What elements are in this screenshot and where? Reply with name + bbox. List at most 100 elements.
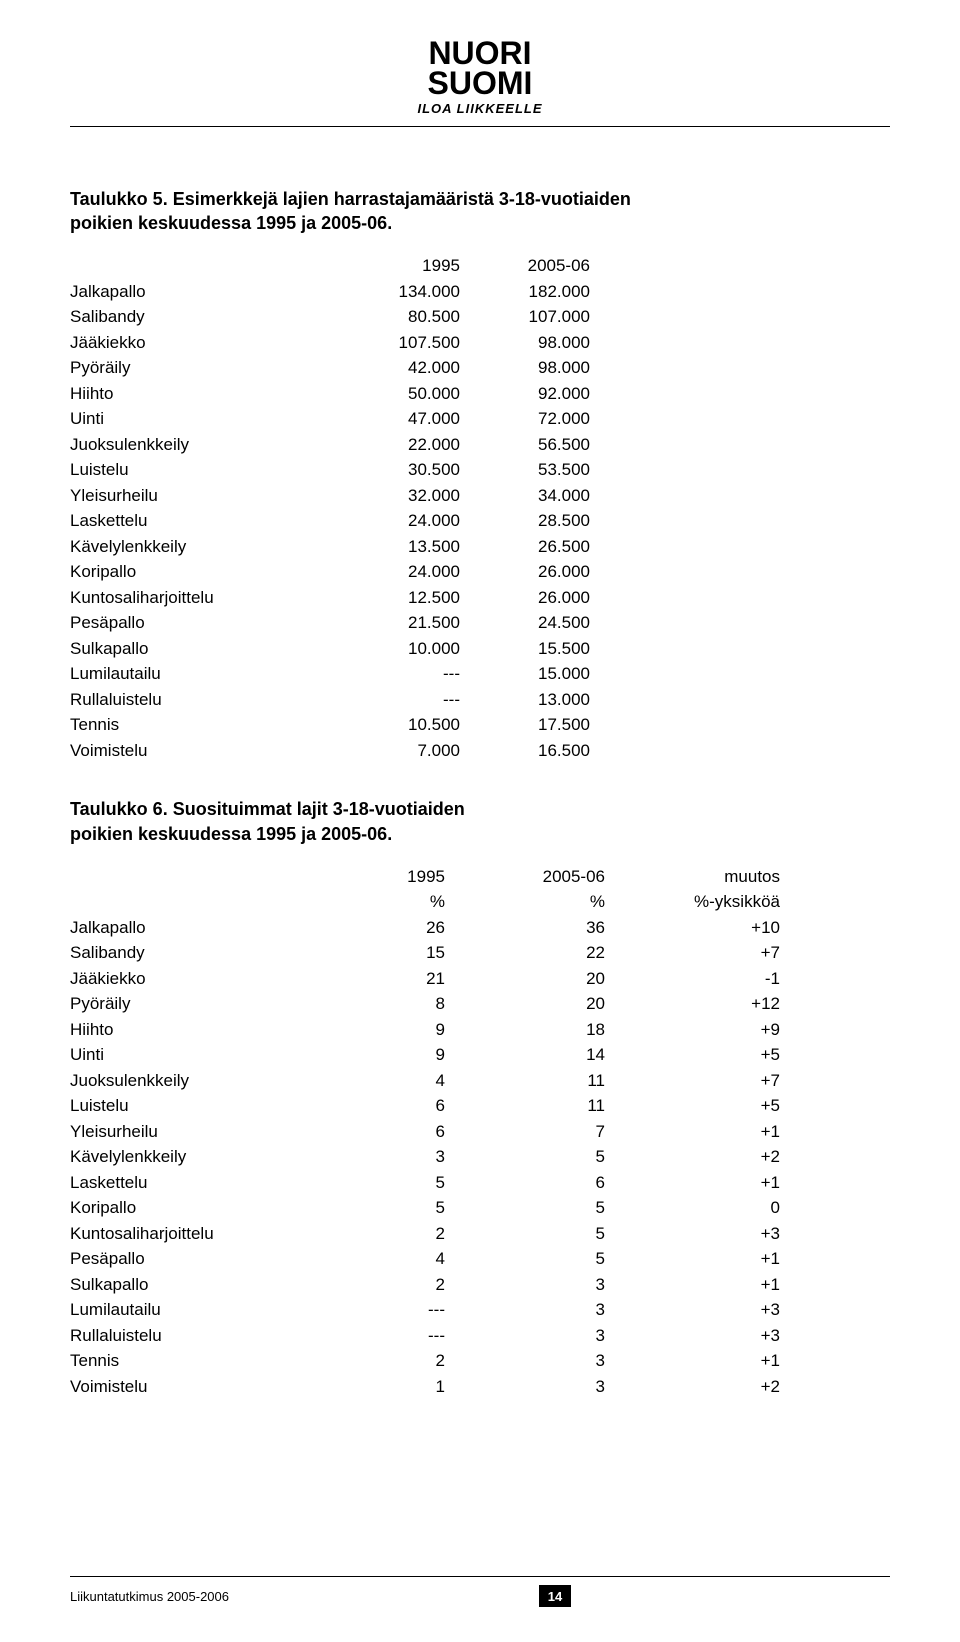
table5-row-c2: 26.000: [460, 585, 590, 611]
footer-inner: Liikuntatutkimus 2005-2006 14: [70, 1585, 890, 1607]
table5-row-c2: 28.500: [460, 508, 590, 534]
table5-row-c1: 32.000: [330, 483, 460, 509]
table6-h1: 1995: [330, 864, 445, 890]
table6: 1995 2005-06 muutos % % %-yksikköä Jalka…: [70, 864, 780, 1400]
table6-subheader-row: % % %-yksikköä: [70, 889, 780, 915]
table6-row-c2: 7: [445, 1119, 605, 1145]
table6-row-c1: 9: [330, 1017, 445, 1043]
table6-row-label: Jalkapallo: [70, 915, 330, 941]
table6-row-c3: -1: [605, 966, 780, 992]
table6-row-c1: 4: [330, 1068, 445, 1094]
table6-row-c3: +1: [605, 1119, 780, 1145]
table6-row-c2: 11: [445, 1093, 605, 1119]
table5-h-c1: 1995: [330, 253, 460, 279]
table5-row-c2: 26.500: [460, 534, 590, 560]
table-row: Pesäpallo45+1: [70, 1246, 780, 1272]
table6-row-c2: 3: [445, 1272, 605, 1298]
table6-row-c2: 5: [445, 1221, 605, 1247]
table6-row-c3: +12: [605, 991, 780, 1017]
table5-row-c1: 50.000: [330, 381, 460, 407]
table5-row-c1: 24.000: [330, 508, 460, 534]
table6-row-c3: +5: [605, 1042, 780, 1068]
table6-title-l2: poikien keskuudessa 1995 ja 2005-06.: [70, 824, 392, 844]
table5-row-label: Lumilautailu: [70, 661, 330, 687]
table6-row-c2: 14: [445, 1042, 605, 1068]
table-row: Uinti47.00072.000: [70, 406, 590, 432]
table6-row-c1: 2: [330, 1348, 445, 1374]
table5-row-c1: 7.000: [330, 738, 460, 764]
content-area: Taulukko 5. Esimerkkejä lajien harrastaj…: [70, 127, 890, 1400]
table-row: Luistelu611+5: [70, 1093, 780, 1119]
table6-row-c2: 3: [445, 1348, 605, 1374]
table-row: Salibandy1522+7: [70, 940, 780, 966]
table6-row-label: Luistelu: [70, 1093, 330, 1119]
table5-row-label: Rullaluistelu: [70, 687, 330, 713]
table6-row-c3: +1: [605, 1170, 780, 1196]
table5-row-c1: ---: [330, 661, 460, 687]
table-row: Koripallo550: [70, 1195, 780, 1221]
table5-row-c1: ---: [330, 687, 460, 713]
table-row: Tennis10.50017.500: [70, 712, 590, 738]
table6-row-c1: 5: [330, 1195, 445, 1221]
page-footer: Liikuntatutkimus 2005-2006 14: [70, 1576, 890, 1606]
table6-row-c2: 3: [445, 1297, 605, 1323]
table-row: Pesäpallo21.50024.500: [70, 610, 590, 636]
table5-row-c2: 92.000: [460, 381, 590, 407]
table-row: Luistelu30.50053.500: [70, 457, 590, 483]
table-row: Lumilautailu---15.000: [70, 661, 590, 687]
table6-title: Taulukko 6. Suosituimmat lajit 3-18-vuot…: [70, 797, 890, 846]
table5-row-c2: 13.000: [460, 687, 590, 713]
table5-row-label: Luistelu: [70, 457, 330, 483]
table6-row-c2: 20: [445, 966, 605, 992]
table6-title-l1: Taulukko 6. Suosituimmat lajit 3-18-vuot…: [70, 799, 465, 819]
table6-row-c1: ---: [330, 1323, 445, 1349]
table5-row-c1: 21.500: [330, 610, 460, 636]
table6-row-c2: 3: [445, 1323, 605, 1349]
table6-row-label: Koripallo: [70, 1195, 330, 1221]
table-row: Hiihto50.00092.000: [70, 381, 590, 407]
table5-row-c2: 107.000: [460, 304, 590, 330]
table5-row-label: Tennis: [70, 712, 330, 738]
table6-row-label: Kuntosaliharjoittelu: [70, 1221, 330, 1247]
table-row: Jalkapallo134.000182.000: [70, 279, 590, 305]
table6-row-label: Jääkiekko: [70, 966, 330, 992]
table5-row-label: Voimistelu: [70, 738, 330, 764]
table5-row-label: Salibandy: [70, 304, 330, 330]
table6-row-c1: ---: [330, 1297, 445, 1323]
table6-row-label: Yleisurheilu: [70, 1119, 330, 1145]
table5-row-c1: 24.000: [330, 559, 460, 585]
table5-row-c2: 98.000: [460, 355, 590, 381]
table6-row-label: Tennis: [70, 1348, 330, 1374]
table5-row-label: Koripallo: [70, 559, 330, 585]
table6-row-c1: 2: [330, 1272, 445, 1298]
table-row: Tennis23+1: [70, 1348, 780, 1374]
table5-row-label: Jääkiekko: [70, 330, 330, 356]
table6-row-c3: +7: [605, 1068, 780, 1094]
table6-row-c2: 3: [445, 1374, 605, 1400]
table-row: Kuntosaliharjoittelu25+3: [70, 1221, 780, 1247]
table5-h-blank: [70, 253, 330, 279]
section-table6: Taulukko 6. Suosituimmat lajit 3-18-vuot…: [70, 797, 890, 1399]
table5-row-c2: 56.500: [460, 432, 590, 458]
table5-row-c2: 72.000: [460, 406, 590, 432]
table5-row-label: Jalkapallo: [70, 279, 330, 305]
table5-row-c2: 15.000: [460, 661, 590, 687]
table-row: Yleisurheilu67+1: [70, 1119, 780, 1145]
table6-row-label: Pesäpallo: [70, 1246, 330, 1272]
table6-row-label: Juoksulenkkeily: [70, 1068, 330, 1094]
table6-h2: 2005-06: [445, 864, 605, 890]
table6-h3: muutos: [605, 864, 780, 890]
table6-row-c3: +2: [605, 1374, 780, 1400]
table6-h-blank: [70, 864, 330, 890]
table6-row-c3: +7: [605, 940, 780, 966]
table-row: Voimistelu7.00016.500: [70, 738, 590, 764]
table6-row-label: Kävelylenkkeily: [70, 1144, 330, 1170]
table5-row-c2: 26.000: [460, 559, 590, 585]
table6-row-c1: 9: [330, 1042, 445, 1068]
table6-row-c1: 21: [330, 966, 445, 992]
table5-row-c2: 53.500: [460, 457, 590, 483]
table-row: Pyöräily820+12: [70, 991, 780, 1017]
table6-row-label: Hiihto: [70, 1017, 330, 1043]
table5-row-c1: 12.500: [330, 585, 460, 611]
table-row: Kävelylenkkeily13.50026.500: [70, 534, 590, 560]
